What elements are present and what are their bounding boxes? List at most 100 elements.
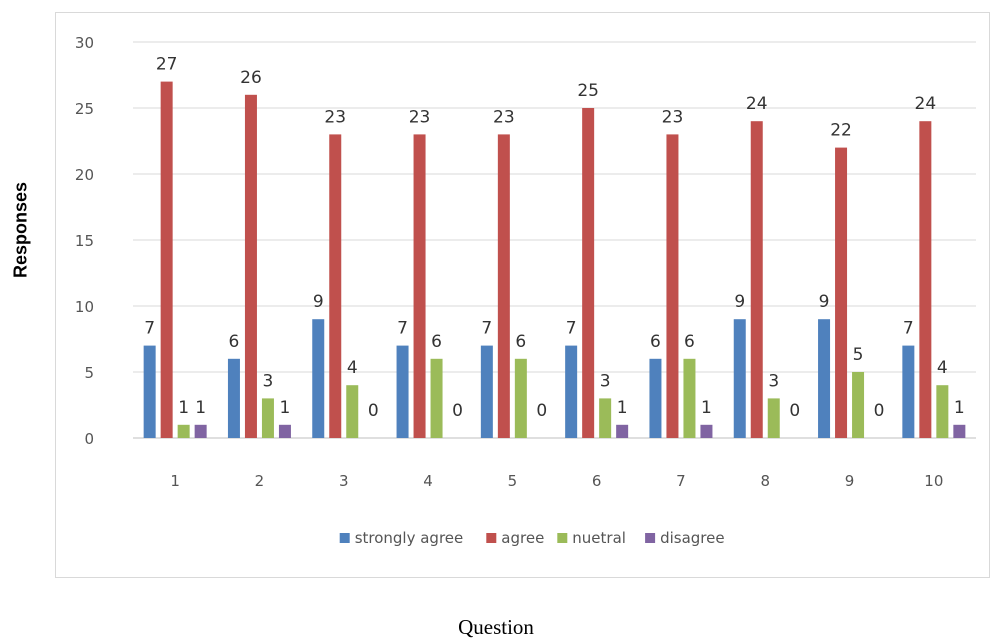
bar-nuetral [346,385,359,438]
data-label: 0 [536,401,547,421]
legend-label: agree [501,529,544,547]
x-axis-ticks: 1 2 3 4 5 6 7 8 9 10 [170,472,943,490]
x-tick-label: 8 [760,472,770,490]
y-axis-ticks: 0 5 10 15 20 25 30 [75,34,94,448]
data-label: 6 [650,332,661,352]
data-label: 23 [662,107,684,127]
data-label: 6 [431,332,442,352]
data-label: 23 [409,107,431,127]
bar-strongly-agree [649,358,662,438]
bar-agree [413,134,426,438]
data-label: 0 [874,401,885,421]
bar-strongly-agree [227,358,240,438]
bar-strongly-agree [818,319,831,438]
x-tick-label: 7 [676,472,686,490]
x-tick-label: 4 [423,472,433,490]
data-label: 9 [819,292,830,312]
data-label: 1 [617,398,628,418]
x-tick-label: 5 [508,472,518,490]
data-label: 7 [144,319,155,339]
bar-nuetral [852,372,865,438]
data-label: 3 [600,371,611,391]
x-tick-label: 3 [339,472,349,490]
bar-disagree [953,424,966,438]
bar-nuetral [936,385,949,438]
bar-strongly-agree [902,345,915,438]
legend-swatch [339,533,350,543]
bar-strongly-agree [565,345,578,438]
bar-agree [750,121,763,438]
data-label: 24 [915,94,937,114]
y-tick-label: 25 [75,100,94,118]
data-label: 24 [746,94,768,114]
data-label: 1 [701,398,712,418]
y-tick-label: 15 [75,232,94,250]
data-label: 9 [734,292,745,312]
gridlines [133,41,976,439]
legend-label: strongly agree [355,529,464,547]
y-axis-label-box: Responses [6,120,36,340]
data-label: 4 [937,358,948,378]
bar-disagree [278,424,291,438]
legend-swatch [486,533,497,543]
x-axis-label: Question [458,615,534,639]
bar-strongly-agree [733,319,746,438]
x-tick-label: 6 [592,472,602,490]
data-label: 0 [789,401,800,421]
bar-agree [919,121,932,438]
data-label: 7 [481,319,492,339]
data-label: 27 [156,55,178,75]
bars [143,81,966,439]
data-label: 7 [903,319,914,339]
data-label: 0 [368,401,379,421]
y-tick-label: 10 [75,298,94,316]
data-label: 3 [263,371,274,391]
bar-nuetral [514,358,527,438]
y-axis-label: Responses [10,181,31,279]
bar-nuetral [599,398,612,438]
data-label: 25 [577,81,599,101]
data-label: 1 [280,398,291,418]
y-tick-label: 20 [75,166,94,184]
bar-nuetral [767,398,780,438]
data-label: 0 [452,401,463,421]
data-label: 6 [515,332,526,352]
bar-agree [329,134,342,438]
bar-disagree [700,424,713,438]
data-label: 26 [240,68,262,88]
data-label: 6 [229,332,240,352]
legend: strongly agree agree nuetral disagree [339,529,725,547]
bar-agree [497,134,510,438]
bar-agree [666,134,679,438]
bar-nuetral [177,424,190,438]
bar-agree [160,81,173,438]
legend-swatch [557,533,568,543]
data-label: 6 [684,332,695,352]
y-tick-label: 5 [84,364,94,382]
legend-swatch [645,533,656,543]
data-label: 1 [195,398,206,418]
data-label: 9 [313,292,324,312]
bar-nuetral [261,398,274,438]
bar-nuetral [430,358,443,438]
bar-agree [835,147,848,438]
data-label: 3 [768,371,779,391]
bar-strongly-agree [396,345,409,438]
data-label: 7 [566,319,577,339]
data-label: 1 [954,398,965,418]
x-tick-label: 9 [845,472,855,490]
bar-disagree [616,424,629,438]
x-tick-label: 1 [170,472,180,490]
data-label: 7 [397,319,408,339]
bar-strongly-agree [312,319,325,438]
y-tick-label: 30 [75,34,94,52]
data-label: 22 [830,121,852,141]
y-tick-label: 0 [84,430,94,448]
bar-disagree [194,424,207,438]
bar-agree [582,108,595,438]
bar-nuetral [683,358,696,438]
bar-strongly-agree [143,345,156,438]
x-tick-label: 2 [255,472,265,490]
